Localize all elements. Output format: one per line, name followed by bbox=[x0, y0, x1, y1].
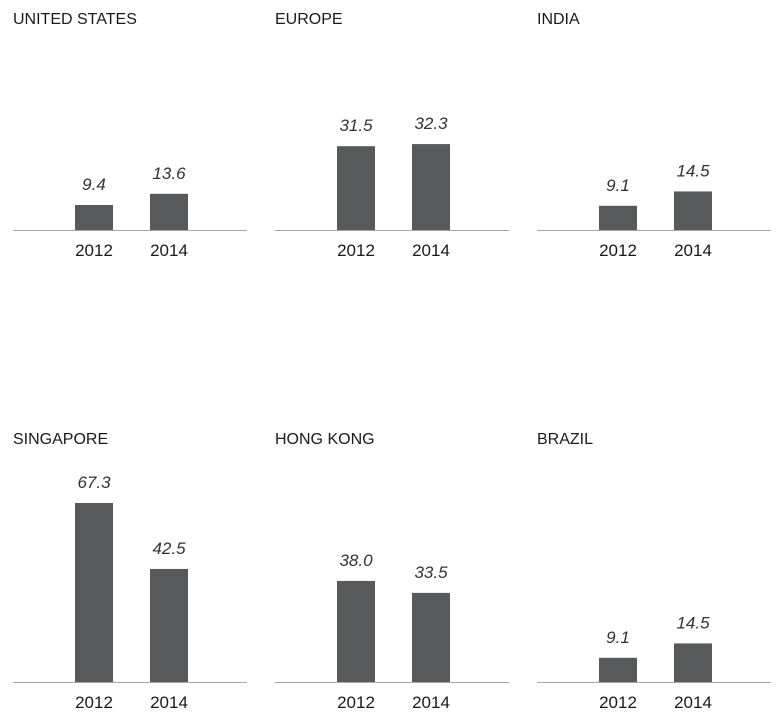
bar-2014 bbox=[150, 193, 188, 230]
bar-2014 bbox=[412, 144, 450, 230]
bar-2014 bbox=[150, 568, 188, 682]
bar-value-label: 33.5 bbox=[414, 563, 448, 582]
bar-value-label: 67.3 bbox=[77, 473, 111, 492]
chart-panel-india: INDIA 9.1 2012 14.5 2014 bbox=[537, 11, 771, 260]
bar-value-label: 9.1 bbox=[606, 176, 630, 195]
bar-2012 bbox=[75, 502, 113, 682]
panel-title: SINGAPORE bbox=[13, 431, 108, 448]
bar-value-label: 14.5 bbox=[676, 613, 710, 632]
x-tick-label: 2014 bbox=[150, 693, 188, 712]
bar-2012 bbox=[599, 657, 637, 682]
x-tick-label: 2014 bbox=[412, 693, 450, 712]
bar-2012 bbox=[599, 205, 637, 230]
x-tick-label: 2012 bbox=[599, 241, 637, 260]
x-tick-label: 2012 bbox=[599, 693, 637, 712]
x-tick-label: 2014 bbox=[150, 241, 188, 260]
x-tick-label: 2012 bbox=[75, 241, 113, 260]
chart-panel-united-states: UNITED STATES 9.4 2012 13.6 2014 bbox=[13, 11, 247, 260]
bar-value-label: 38.0 bbox=[339, 551, 373, 570]
bar-2014 bbox=[412, 592, 450, 682]
x-tick-label: 2012 bbox=[337, 693, 375, 712]
bar-value-label: 42.5 bbox=[152, 539, 186, 558]
panel-title: HONG KONG bbox=[275, 431, 375, 448]
x-tick-label: 2012 bbox=[75, 693, 113, 712]
x-tick-label: 2014 bbox=[674, 241, 712, 260]
panel-title: UNITED STATES bbox=[13, 11, 137, 28]
panel-title: EUROPE bbox=[275, 11, 343, 28]
bar-value-label: 14.5 bbox=[676, 161, 710, 180]
chart-panel-europe: EUROPE 31.5 2012 32.3 2014 bbox=[275, 11, 509, 260]
bar-value-label: 9.4 bbox=[82, 175, 106, 194]
bar-2012 bbox=[337, 146, 375, 230]
bar-2014 bbox=[674, 191, 712, 230]
bar-value-label: 9.1 bbox=[606, 628, 630, 647]
panel-title: BRAZIL bbox=[537, 431, 593, 448]
x-tick-label: 2012 bbox=[337, 241, 375, 260]
bar-2012 bbox=[337, 580, 375, 682]
chart-panel-singapore: SINGAPORE 67.3 2012 42.5 2014 bbox=[13, 431, 247, 712]
bar-value-label: 31.5 bbox=[339, 116, 373, 135]
panel-title: INDIA bbox=[537, 11, 580, 28]
chart-panel-brazil: BRAZIL 9.1 2012 14.5 2014 bbox=[537, 431, 771, 712]
bar-value-label: 13.6 bbox=[152, 164, 186, 183]
x-tick-label: 2014 bbox=[412, 241, 450, 260]
x-tick-label: 2014 bbox=[674, 693, 712, 712]
bar-2012 bbox=[75, 204, 113, 230]
bar-value-label: 32.3 bbox=[414, 114, 448, 133]
chart-panel-hong-kong: HONG KONG 38.0 2012 33.5 2014 bbox=[275, 431, 509, 712]
bar-2014 bbox=[674, 643, 712, 682]
